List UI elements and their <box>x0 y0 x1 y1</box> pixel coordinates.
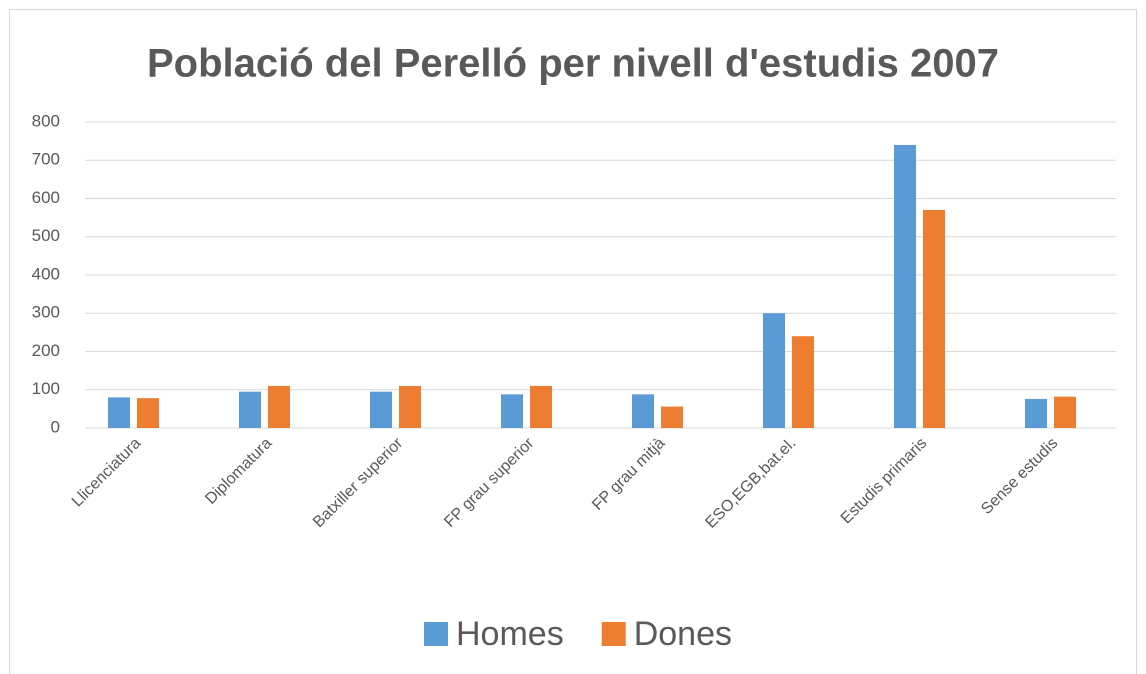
y-tick-label: 700 <box>32 150 60 169</box>
bar <box>501 394 523 428</box>
bar <box>763 313 785 428</box>
legend-swatch <box>424 622 448 646</box>
legend-label: Homes <box>456 615 564 653</box>
bar <box>239 391 261 428</box>
bar <box>923 209 945 428</box>
y-tick-label: 400 <box>32 264 60 283</box>
y-tick-label: 600 <box>32 188 60 207</box>
bar <box>1054 396 1076 428</box>
legend-label: Dones <box>634 615 732 653</box>
chart-title: Població del Perelló per nivell d'estudi… <box>147 42 999 86</box>
bar <box>1025 398 1047 428</box>
legend-swatch <box>601 622 626 646</box>
bar <box>792 336 814 428</box>
bar <box>661 406 683 428</box>
y-tick-label: 200 <box>32 341 60 360</box>
y-tick-label: 300 <box>32 303 60 322</box>
bar <box>137 398 159 428</box>
y-tick-label: 800 <box>32 111 60 130</box>
y-tick-label: 500 <box>32 226 60 245</box>
y-tick-label: 100 <box>32 379 60 398</box>
bar <box>108 397 130 428</box>
chart-frame <box>9 9 1137 674</box>
bar <box>268 385 290 428</box>
bar <box>399 385 421 428</box>
y-tick-label: 0 <box>51 417 60 436</box>
bar <box>632 394 654 428</box>
bar <box>894 144 916 428</box>
bar <box>530 385 552 428</box>
bar <box>370 391 392 428</box>
